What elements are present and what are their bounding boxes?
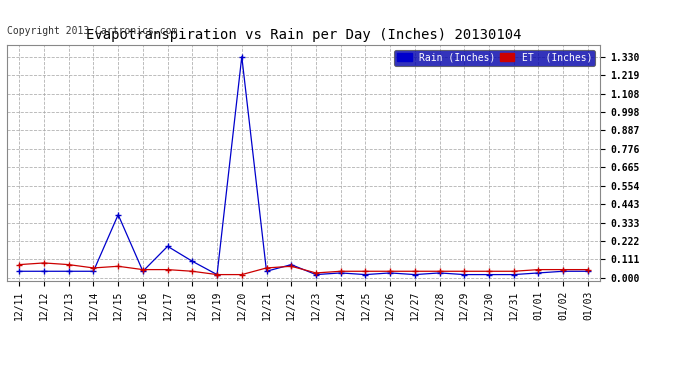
Title: Evapotranspiration vs Rain per Day (Inches) 20130104: Evapotranspiration vs Rain per Day (Inch… — [86, 28, 522, 42]
Legend: Rain (Inches), ET  (Inches): Rain (Inches), ET (Inches) — [394, 50, 595, 66]
Text: Copyright 2013 Cartronics.com: Copyright 2013 Cartronics.com — [7, 26, 177, 36]
